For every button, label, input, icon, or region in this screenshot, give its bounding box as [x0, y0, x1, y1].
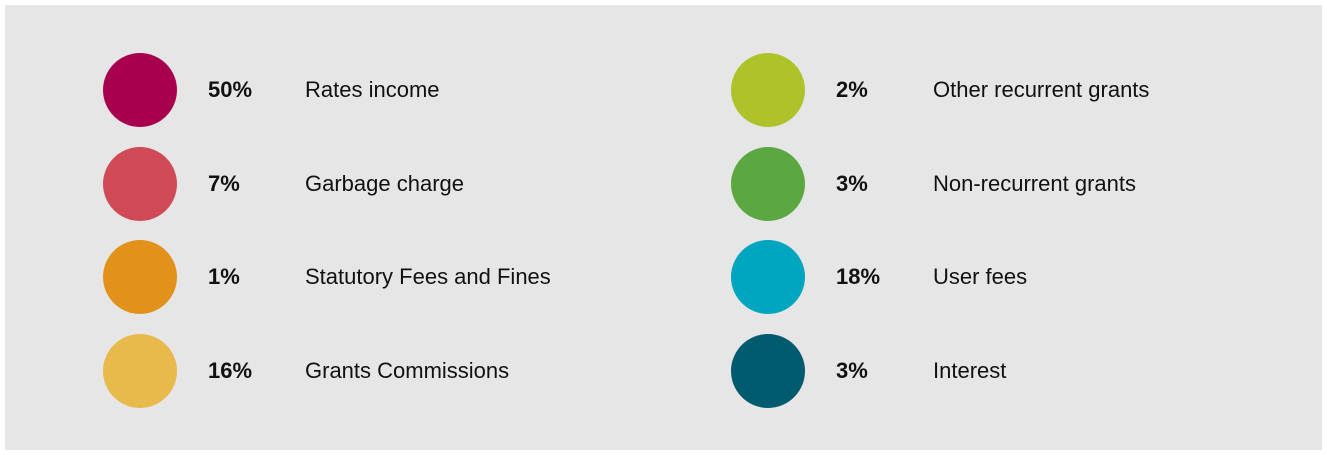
- legend-percent: 1%: [208, 264, 240, 289]
- legend-item: 18% User fees: [731, 240, 1291, 314]
- legend-percent: 18%: [836, 264, 881, 289]
- legend-item: 7% Garbage charge: [103, 146, 663, 221]
- legend-swatch: [103, 146, 177, 221]
- legend-percent: 16%: [208, 357, 253, 383]
- legend-swatch: [103, 333, 177, 408]
- legend-label: Interest: [933, 357, 1007, 383]
- legend-swatch: [731, 333, 805, 408]
- legend-swatch: [103, 53, 177, 127]
- legend-swatch: [731, 240, 805, 314]
- legend-label: Statutory Fees and Fines: [305, 264, 551, 289]
- legend-item: 3% Interest: [731, 333, 1291, 408]
- legend-swatch: [731, 146, 805, 221]
- legend-label: Rates income: [305, 77, 440, 102]
- legend-panel: 50% Rates income 7% Garbage charge 1% Statuto…: [5, 5, 1322, 450]
- legend-swatch: [103, 240, 177, 314]
- legend-percent: 7%: [208, 170, 240, 196]
- legend-label: Grants Commissions: [305, 357, 510, 383]
- legend-item: 2% Other recurrent grants: [731, 53, 1291, 127]
- legend-label: User fees: [933, 264, 1028, 289]
- legend-label: Other recurrent grants: [933, 77, 1150, 102]
- legend-percent: 3%: [836, 357, 868, 383]
- legend-percent: 50%: [208, 77, 253, 102]
- legend-item: 3% Non-recurrent grants: [731, 146, 1291, 221]
- legend-item: 50% Rates income: [103, 53, 663, 127]
- legend-label: Non-recurrent grants: [933, 170, 1136, 196]
- legend-percent: 2%: [836, 77, 868, 102]
- legend-swatch: [731, 53, 805, 127]
- legend-item: 16% Grants Commissions: [103, 333, 663, 408]
- legend-percent: 3%: [836, 170, 868, 196]
- legend-label: Garbage charge: [305, 170, 464, 196]
- legend-item: 1% Statutory Fees and Fines: [103, 240, 663, 314]
